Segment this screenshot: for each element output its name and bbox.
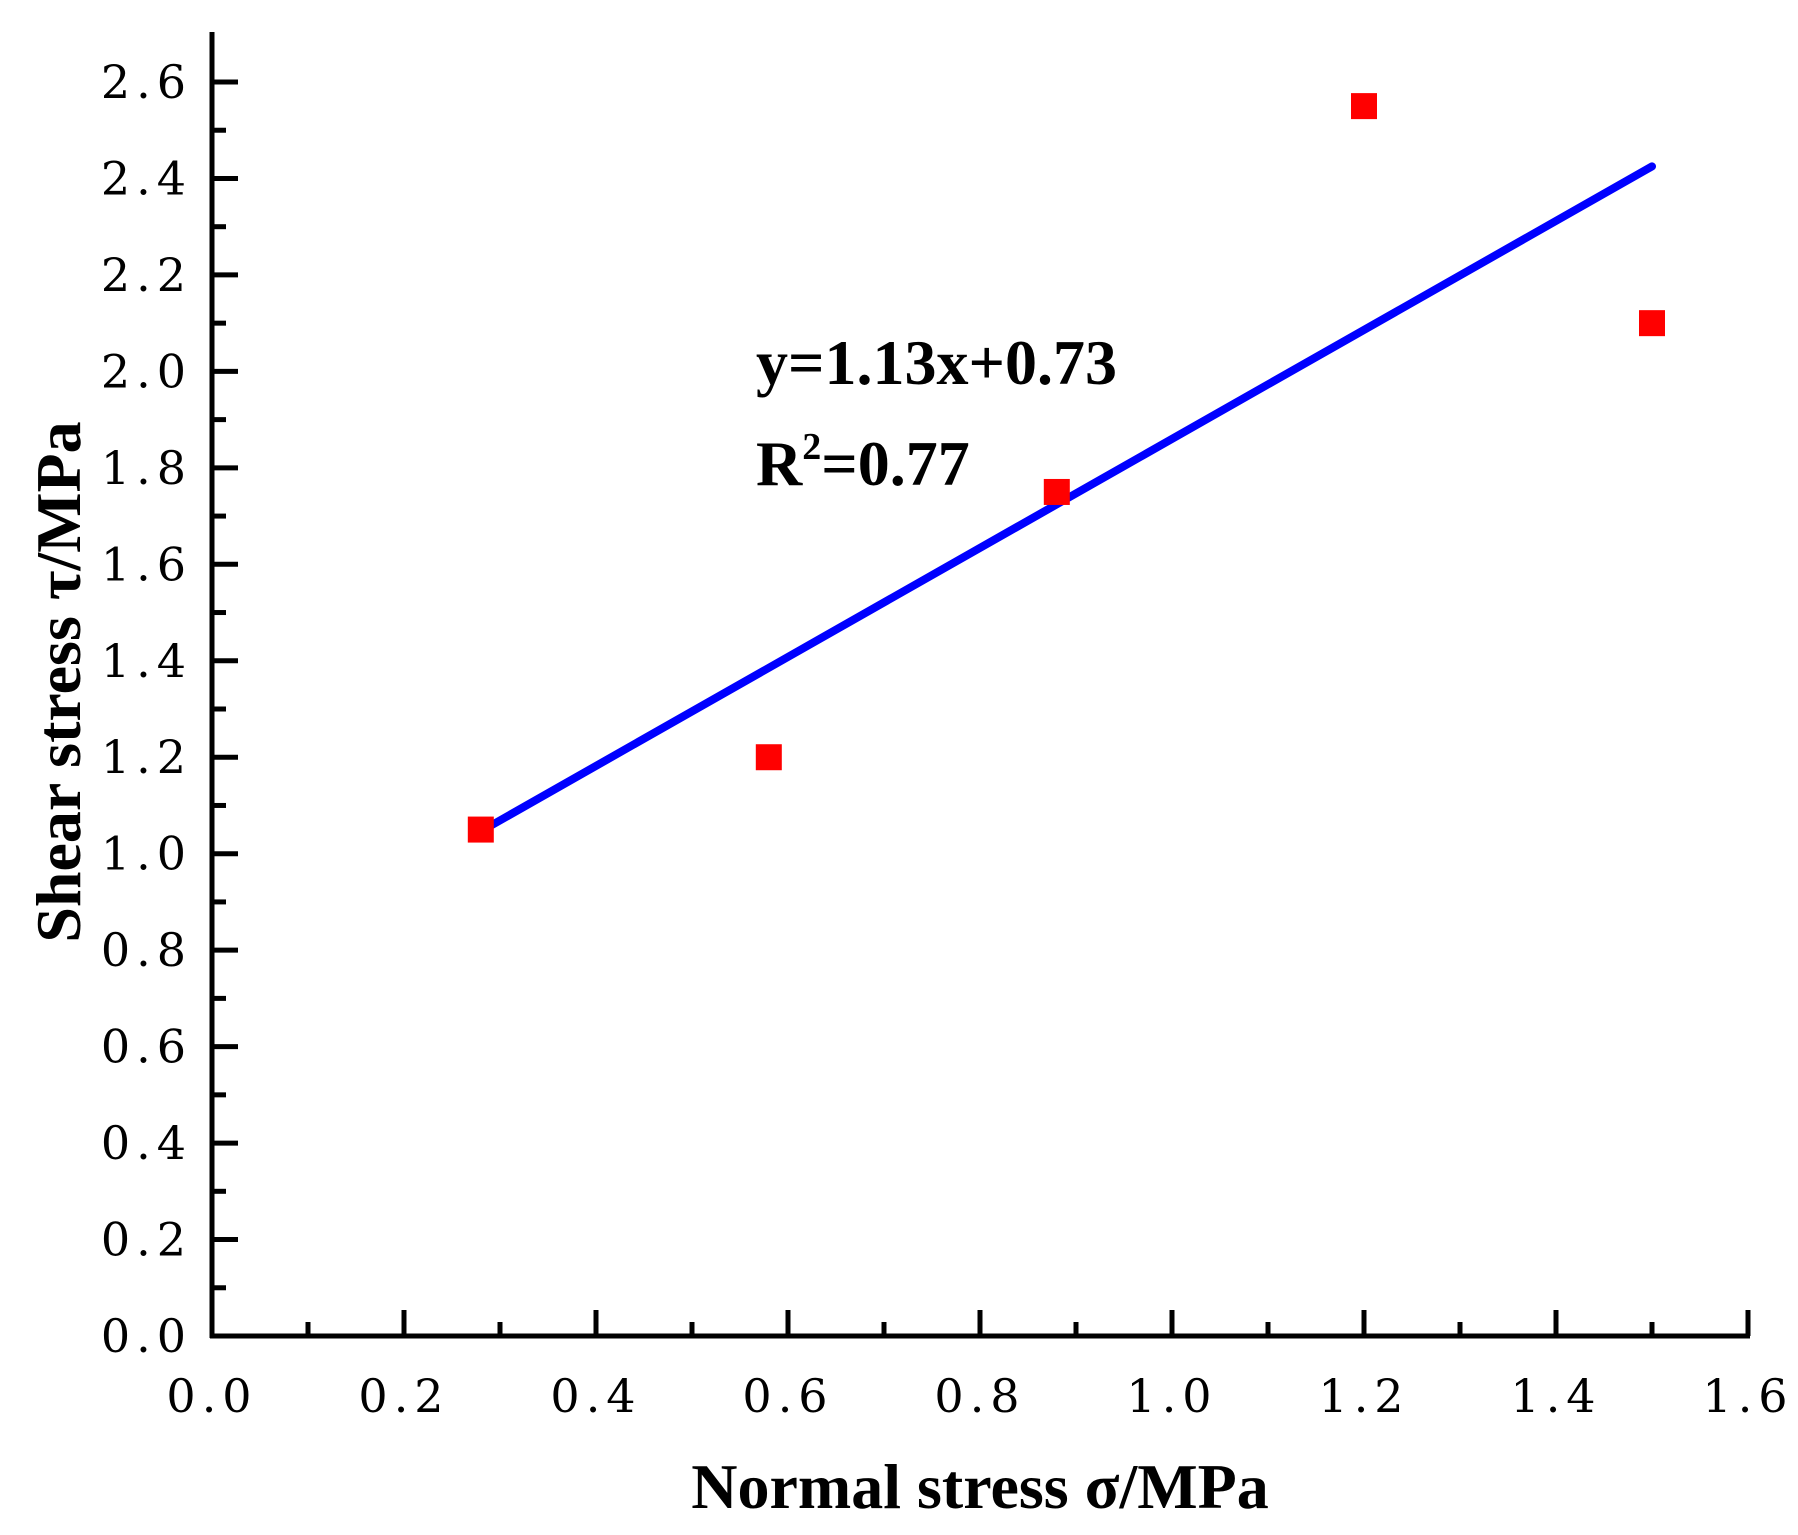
x-tick-label: 0.0 — [166, 1369, 257, 1423]
y-tick-label: 0.4 — [101, 1116, 192, 1170]
y-tick-label: 1.0 — [101, 827, 192, 881]
y-tick-label: 2.6 — [101, 55, 192, 109]
data-point — [1043, 478, 1070, 505]
y-tick-label: 1.4 — [101, 634, 192, 688]
data-point — [1351, 93, 1377, 120]
y-tick-label: 0.8 — [101, 923, 192, 977]
data-point — [467, 816, 494, 843]
data-point — [755, 744, 782, 771]
x-axis-title: Normal stress σ/MPa — [691, 1451, 1269, 1522]
x-axis-ticks: 0.0 0.2 0.4 0.6 0.8 1.0 1.2 1.4 1.6 — [166, 1310, 1793, 1423]
y-tick-label: 0.6 — [101, 1020, 192, 1074]
y-tick-label: 0.0 — [101, 1309, 192, 1363]
r-squared-prefix: R — [756, 428, 803, 499]
x-tick-label: 1.2 — [1318, 1369, 1409, 1423]
y-tick-label: 1.2 — [101, 730, 192, 784]
r-squared-superscript: 2 — [802, 426, 821, 468]
y-axis-title: Shear stress τ/MPa — [23, 421, 94, 942]
y-tick-label: 2.4 — [101, 151, 192, 205]
x-tick-label: 0.2 — [358, 1369, 449, 1423]
x-tick-label: 0.6 — [742, 1369, 833, 1423]
data-point — [1639, 310, 1665, 337]
data-points — [467, 93, 1665, 843]
y-tick-label: 2.0 — [101, 344, 192, 398]
y-tick-label: 1.6 — [101, 537, 192, 591]
y-tick-label: 1.8 — [101, 441, 192, 495]
fit-equation: y=1.13x+0.73 — [756, 327, 1117, 398]
y-tick-label: 2.2 — [101, 248, 192, 302]
y-tick-label: 0.2 — [101, 1213, 192, 1267]
r-squared: R2=0.77 — [756, 426, 970, 499]
x-tick-label: 1.6 — [1702, 1369, 1793, 1423]
x-tick-label: 0.8 — [934, 1369, 1025, 1423]
x-tick-label: 0.4 — [550, 1369, 641, 1423]
x-tick-label: 1.0 — [1126, 1369, 1217, 1423]
r-squared-value: =0.77 — [821, 428, 969, 499]
y-axis-ticks: 0.0 0.2 0.4 0.6 0.8 1.0 1.2 1.4 1.6 1.8 2.0 2.2 2.4 2… — [101, 55, 238, 1363]
x-tick-label: 1.4 — [1510, 1369, 1601, 1423]
